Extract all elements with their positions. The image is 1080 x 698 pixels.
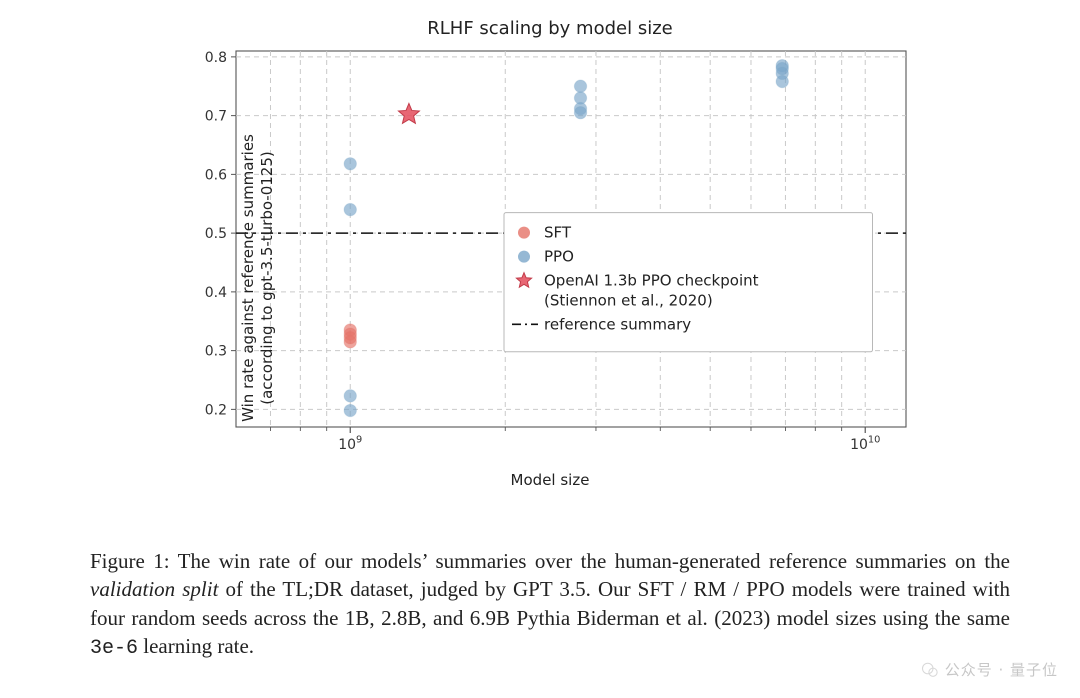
caption-italic: validation split [90,577,218,601]
caption-tt: 3e-6 [90,637,138,660]
y-axis-label-line2: (according to gpt-3.5-turbo-0125) [258,134,277,422]
svg-text:0.6: 0.6 [205,167,227,183]
caption-body-1: The win rate of our models’ summaries ov… [178,549,1010,573]
svg-text:1010: 1010 [850,435,880,453]
caption-body-2: of the TL;DR dataset, judged by GPT 3.5.… [90,577,1010,629]
svg-text:reference summary: reference summary [544,315,691,333]
figure-caption: Figure 1: The win rate of our models’ su… [90,547,1010,662]
svg-text:0.7: 0.7 [205,109,227,125]
svg-text:(Stiennon et al., 2020): (Stiennon et al., 2020) [544,291,713,309]
watermark: 公众号 · 量子位 [921,659,1058,680]
svg-text:109: 109 [338,435,362,453]
caption-prefix: Figure 1: [90,549,178,573]
chart-title: RLHF scaling by model size [80,18,1020,39]
svg-text:0.5: 0.5 [205,226,227,242]
watermark-text: 公众号 · 量子位 [945,659,1058,680]
page-root: RLHF scaling by model size Win rate agai… [0,0,1080,698]
y-axis-label: Win rate against reference summaries (ac… [239,134,277,422]
svg-text:0.3: 0.3 [205,344,227,360]
svg-text:SFT: SFT [544,224,572,242]
svg-text:0.8: 0.8 [205,50,227,66]
svg-text:0.2: 0.2 [205,402,227,418]
scatter-plot: 0.2 0.3 0.4 0.5 0.6 0.7 0.8 109 1010 SFT PPO OpenAI… [180,43,920,463]
svg-text:0.4: 0.4 [205,285,227,301]
x-axis-label: Model size [180,471,920,489]
caption-body-3: learning rate. [138,634,254,658]
y-axis-label-line1: Win rate against reference summaries [239,134,257,422]
svg-text:PPO: PPO [544,248,574,266]
chart-area: Win rate against reference summaries (ac… [180,43,920,513]
svg-text:OpenAI 1.3b PPO checkpoint: OpenAI 1.3b PPO checkpoint [544,272,759,290]
wechat-icon [921,661,939,679]
